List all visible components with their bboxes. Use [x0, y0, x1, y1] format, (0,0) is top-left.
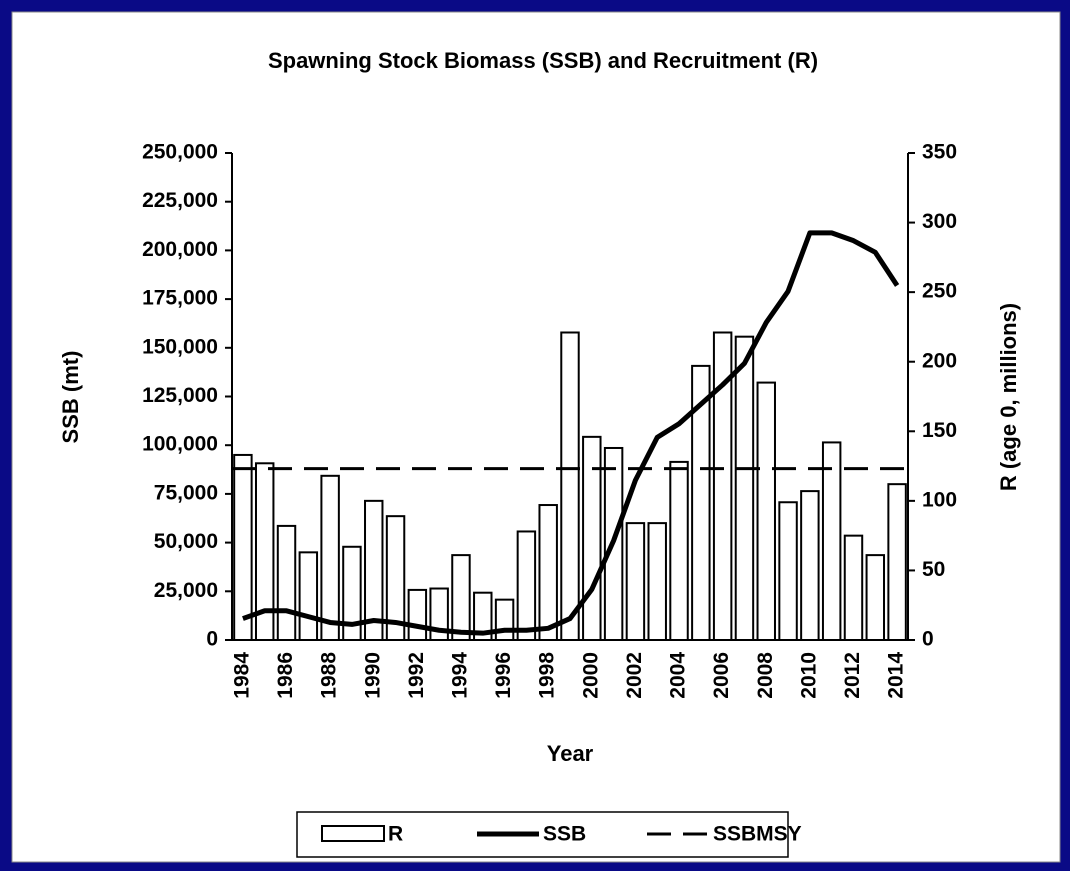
y2-tick-label: 0: [922, 628, 934, 651]
y-tick-label: 150,000: [142, 335, 218, 358]
bar: [298, 551, 319, 642]
y-tick-label: 250,000: [142, 141, 218, 164]
y-tick-label: 225,000: [142, 189, 218, 212]
y2-tick-label: 300: [922, 210, 957, 233]
bar: [407, 588, 428, 641]
x-tick-label: 2004: [667, 652, 690, 699]
legend-label: R: [388, 823, 403, 846]
y2-tick-label: 50: [922, 558, 945, 581]
bar: [843, 534, 864, 642]
x-tick-label: 1990: [361, 652, 384, 699]
y2-tick-label: 350: [922, 141, 957, 164]
line: [242, 230, 900, 636]
bar: [647, 522, 667, 641]
y-tick-label: 125,000: [142, 384, 218, 407]
x-tick-label: 2000: [579, 652, 602, 699]
bar: [451, 554, 471, 642]
x-tick-label: 1988: [318, 652, 341, 699]
y2-tick-label: 250: [922, 280, 957, 303]
y-tick-label: 25,000: [154, 579, 218, 602]
x-axis-label: Year: [547, 741, 594, 766]
y-tick-label: 75,000: [154, 481, 218, 504]
y-tick-label: 175,000: [142, 287, 218, 310]
bar: [756, 381, 776, 641]
y-tick-label: 200,000: [142, 238, 218, 261]
x-tick-label: 2012: [841, 652, 864, 699]
legend-label: SSB: [543, 823, 586, 846]
y2-tick-label: 200: [922, 349, 957, 372]
x-tick-label: 2014: [885, 652, 908, 699]
bar: [778, 501, 798, 641]
bar: [494, 598, 515, 641]
x-tick-label: 1984: [230, 652, 253, 699]
x-tick-label: 1996: [492, 652, 515, 699]
bar: [821, 441, 842, 641]
bar: [734, 335, 755, 641]
bar: [669, 460, 689, 642]
y-axis-label: SSB (mt): [58, 351, 83, 444]
bar: [233, 453, 253, 641]
chart-title: Spawning Stock Biomass (SSB) and Recruit…: [268, 48, 818, 73]
panel: [11, 11, 1061, 863]
x-tick-label: 1992: [405, 652, 428, 699]
y-tick-label: 100,000: [142, 433, 218, 456]
bar: [625, 522, 646, 641]
legend-swatch: [321, 825, 385, 842]
y2-tick-label: 150: [922, 419, 957, 442]
bar: [276, 524, 297, 641]
bar: [538, 504, 558, 641]
bar: [560, 331, 580, 641]
bar: [865, 554, 886, 642]
x-tick-label: 1998: [536, 652, 559, 699]
y-tick-label: 0: [206, 628, 218, 651]
bar: [887, 483, 907, 641]
y2-axis-label: R (age 0, millions): [996, 303, 1021, 491]
y2-tick-label: 100: [922, 488, 957, 511]
bar: [800, 490, 820, 642]
bar: [516, 530, 537, 641]
bar: [320, 474, 340, 641]
x-tick-label: 2006: [710, 652, 733, 699]
x-tick-label: 1994: [449, 652, 472, 699]
x-tick-label: 1986: [274, 652, 297, 699]
x-tick-label: 2008: [754, 652, 777, 699]
legend-label: SSBMSY: [713, 823, 802, 846]
x-tick-label: 2010: [797, 652, 820, 699]
y-tick-label: 50,000: [154, 530, 218, 553]
x-tick-label: 2002: [623, 652, 646, 699]
